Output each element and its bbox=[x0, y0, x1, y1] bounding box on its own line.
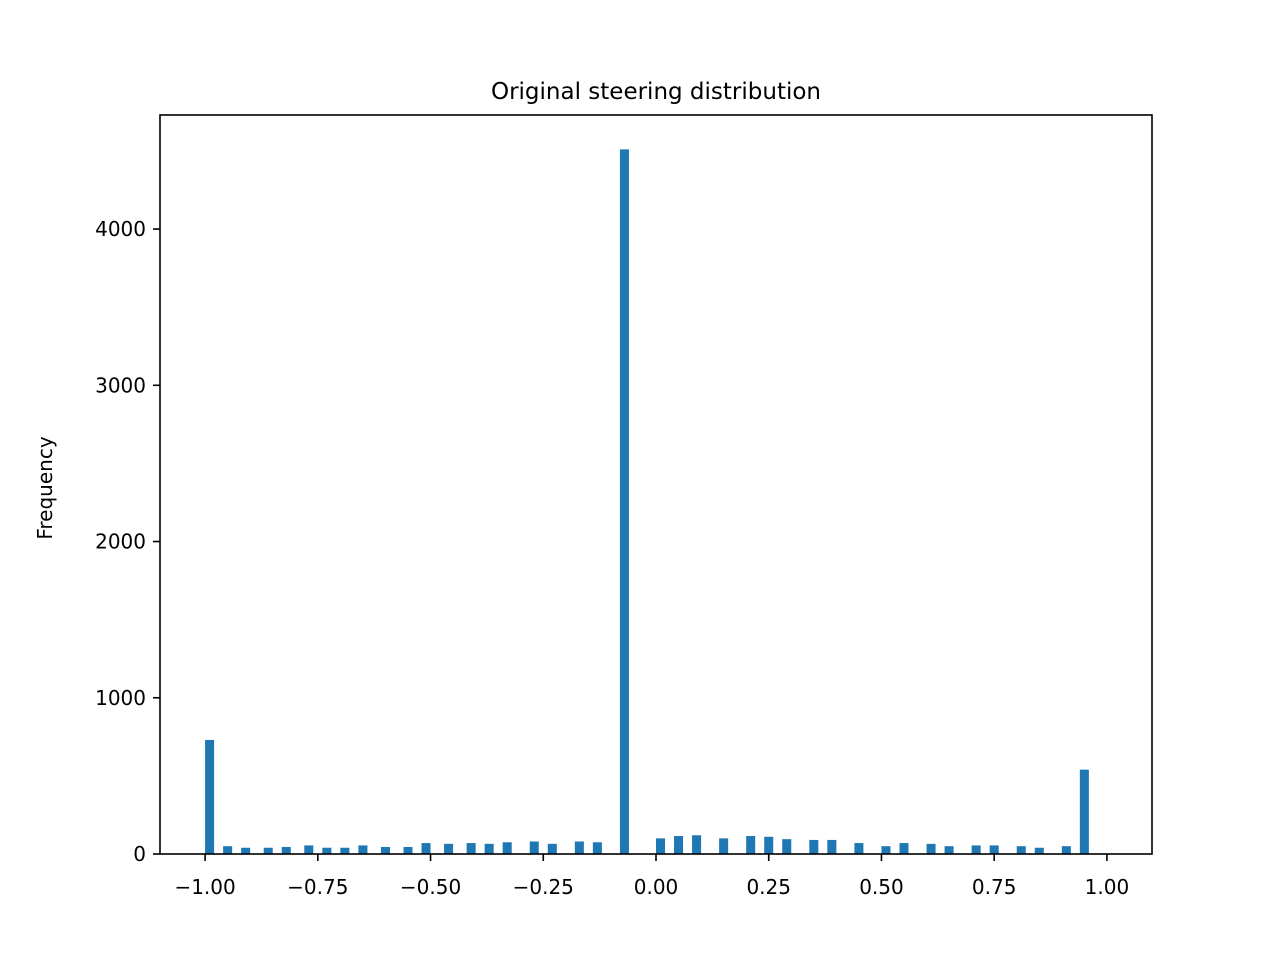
histogram-bar bbox=[971, 845, 981, 854]
histogram-bar bbox=[746, 836, 756, 854]
histogram-bar bbox=[656, 838, 666, 854]
histogram-bar bbox=[1016, 846, 1026, 854]
y-tick-label: 3000 bbox=[95, 373, 146, 397]
histogram-bar bbox=[263, 847, 273, 854]
histogram-bar bbox=[205, 739, 215, 854]
histogram-bar bbox=[380, 846, 390, 854]
histogram-bar bbox=[1061, 846, 1071, 854]
histogram-bar bbox=[719, 838, 729, 854]
histogram-bar bbox=[1034, 847, 1044, 854]
histogram-bar bbox=[444, 843, 454, 854]
histogram-bar bbox=[223, 846, 233, 854]
histogram-bar bbox=[403, 846, 413, 854]
histogram-bar bbox=[358, 845, 368, 854]
histogram-bar bbox=[619, 149, 629, 854]
y-tick-label: 0 bbox=[133, 842, 146, 866]
histogram-bar bbox=[502, 842, 512, 854]
histogram-bar bbox=[827, 839, 837, 854]
histogram-bar bbox=[881, 846, 891, 854]
y-tick-label: 2000 bbox=[95, 530, 146, 554]
histogram-bar bbox=[989, 845, 999, 854]
y-tick-label: 1000 bbox=[95, 686, 146, 710]
histogram-bar bbox=[944, 846, 954, 854]
x-tick-label: 0.75 bbox=[972, 875, 1017, 899]
histogram-bar bbox=[674, 836, 684, 854]
histogram-bar bbox=[304, 845, 314, 854]
chart-title: Original steering distribution bbox=[491, 79, 821, 105]
histogram-bar bbox=[592, 842, 602, 854]
x-axis-ticks: −1.00 −0.75 −0.50 −0.25 0.00 0.25 0.50 0.75 1.00 bbox=[174, 854, 1129, 899]
histogram-bar bbox=[421, 843, 431, 854]
histogram-bar bbox=[466, 843, 476, 854]
histogram-bar bbox=[764, 836, 774, 854]
histogram-bar bbox=[899, 843, 909, 854]
histogram-bar bbox=[809, 839, 819, 854]
x-tick-label: 0.50 bbox=[859, 875, 904, 899]
histogram-bar bbox=[692, 835, 702, 854]
histogram-bar bbox=[241, 847, 251, 854]
histogram-bar bbox=[574, 841, 584, 854]
histogram-bar bbox=[281, 846, 291, 854]
x-tick-label: −0.25 bbox=[513, 875, 574, 899]
histogram-bar bbox=[322, 847, 332, 854]
x-tick-label: 1.00 bbox=[1085, 875, 1130, 899]
histogram-bar bbox=[529, 841, 539, 854]
y-axis-label: Frequency bbox=[33, 436, 57, 539]
x-tick-label: 0.00 bbox=[634, 875, 679, 899]
bar-series bbox=[205, 149, 1089, 854]
histogram-bar bbox=[926, 843, 936, 854]
y-axis-ticks: 0 1000 2000 3000 4000 bbox=[95, 217, 160, 866]
histogram-bar bbox=[854, 843, 864, 854]
x-tick-label: 0.25 bbox=[746, 875, 791, 899]
y-tick-label: 4000 bbox=[95, 217, 146, 241]
histogram-bar bbox=[782, 839, 792, 854]
x-tick-label: −0.75 bbox=[287, 875, 348, 899]
plot-frame bbox=[159, 114, 1153, 855]
histogram-bar bbox=[547, 843, 557, 854]
histogram-bar bbox=[484, 843, 494, 854]
x-tick-label: −1.00 bbox=[174, 875, 235, 899]
histogram-bar bbox=[340, 847, 350, 854]
histogram-bar bbox=[1079, 769, 1089, 854]
x-tick-label: −0.50 bbox=[400, 875, 461, 899]
